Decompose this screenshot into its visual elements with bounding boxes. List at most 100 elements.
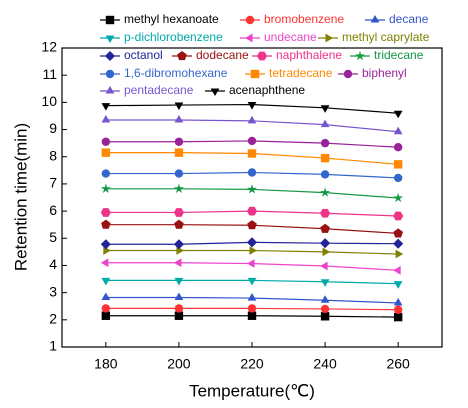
marker <box>100 183 111 194</box>
y-tick-label: 12 <box>41 39 57 55</box>
marker <box>174 277 184 286</box>
marker <box>101 103 111 111</box>
legend-label: methyl caprylate <box>342 30 430 44</box>
y-tick-label: 5 <box>49 229 57 245</box>
y-tick-label: 3 <box>49 283 57 299</box>
marker <box>320 261 328 271</box>
marker <box>393 281 403 289</box>
legend-label: 1,6-dibromohexane <box>124 66 228 80</box>
marker <box>174 114 184 123</box>
marker <box>174 311 184 320</box>
legend-marker <box>355 50 365 61</box>
legend-marker <box>105 15 115 25</box>
y-tick-label: 4 <box>49 256 57 272</box>
marker <box>101 169 111 178</box>
y-tick-label: 2 <box>49 311 57 327</box>
marker <box>320 238 331 249</box>
legend-label: undecane <box>264 30 317 44</box>
x-tick-label: 240 <box>313 356 337 372</box>
marker <box>247 168 257 177</box>
marker <box>173 183 184 194</box>
marker <box>247 304 257 313</box>
marker <box>173 208 184 217</box>
marker <box>393 312 403 322</box>
marker <box>247 149 257 158</box>
marker <box>393 228 403 238</box>
marker <box>393 110 403 119</box>
marker <box>395 249 404 259</box>
marker <box>173 239 184 250</box>
y-tick-label: 11 <box>42 66 57 82</box>
legend-marker <box>325 33 334 43</box>
marker <box>320 170 330 179</box>
marker <box>174 148 184 157</box>
marker <box>100 208 111 217</box>
legend-marker <box>105 69 115 79</box>
marker <box>174 292 184 301</box>
marker <box>100 258 109 268</box>
y-tick-label: 9 <box>49 120 57 136</box>
legend-label: decane <box>389 12 429 26</box>
legend-marker <box>177 50 187 61</box>
y-tick-label: 7 <box>49 175 57 191</box>
marker <box>101 114 111 123</box>
marker <box>320 312 330 321</box>
y-tick-label: 10 <box>41 93 57 109</box>
marker <box>393 238 404 249</box>
marker <box>320 187 331 197</box>
legend-label: methyl hexanoate <box>124 12 219 26</box>
marker <box>393 192 404 203</box>
marker <box>247 102 257 110</box>
x-tick-label: 180 <box>94 356 118 372</box>
legend-label: tetradecane <box>269 66 333 80</box>
legend-marker <box>256 51 268 61</box>
marker <box>322 247 331 257</box>
legend-label: pentadecane <box>124 83 194 97</box>
legend-marker <box>343 69 353 79</box>
marker <box>393 173 403 183</box>
x-tick-label: 260 <box>386 356 410 372</box>
marker <box>320 304 330 314</box>
marker <box>101 148 111 157</box>
marker <box>174 102 184 111</box>
legend-label: tridecane <box>374 48 424 62</box>
marker <box>174 219 184 229</box>
marker <box>101 311 111 320</box>
legend-marker <box>245 15 255 25</box>
legend-marker <box>210 88 220 97</box>
marker <box>393 126 403 135</box>
marker <box>247 293 257 301</box>
marker <box>320 279 330 287</box>
marker <box>393 211 404 221</box>
marker <box>320 223 330 233</box>
legend-label: octanol <box>124 48 163 62</box>
marker <box>101 219 111 229</box>
legend-label: p-dichlorobenzene <box>124 30 223 44</box>
marker <box>249 246 258 255</box>
y-tick-label: 1 <box>49 338 57 354</box>
x-tick-label: 200 <box>167 356 191 372</box>
marker <box>247 311 257 320</box>
marker <box>393 297 403 306</box>
y-tick-label: 8 <box>49 147 57 163</box>
marker <box>320 295 330 303</box>
marker <box>101 137 111 146</box>
marker <box>247 184 257 194</box>
marker <box>246 206 258 216</box>
marker <box>101 304 111 313</box>
marker <box>101 277 111 286</box>
y-tick-label: 6 <box>49 202 57 218</box>
marker <box>320 208 331 218</box>
legend-label: bromobenzene <box>264 12 344 26</box>
marker <box>247 277 257 286</box>
marker <box>320 138 330 148</box>
y-axis-label: Retention time(min) <box>11 123 30 271</box>
legend-label: naphthalene <box>276 48 342 62</box>
marker <box>393 305 403 314</box>
marker <box>320 153 330 163</box>
marker <box>393 143 403 152</box>
marker <box>247 136 257 146</box>
marker <box>174 137 184 146</box>
legend-marker <box>250 69 260 79</box>
